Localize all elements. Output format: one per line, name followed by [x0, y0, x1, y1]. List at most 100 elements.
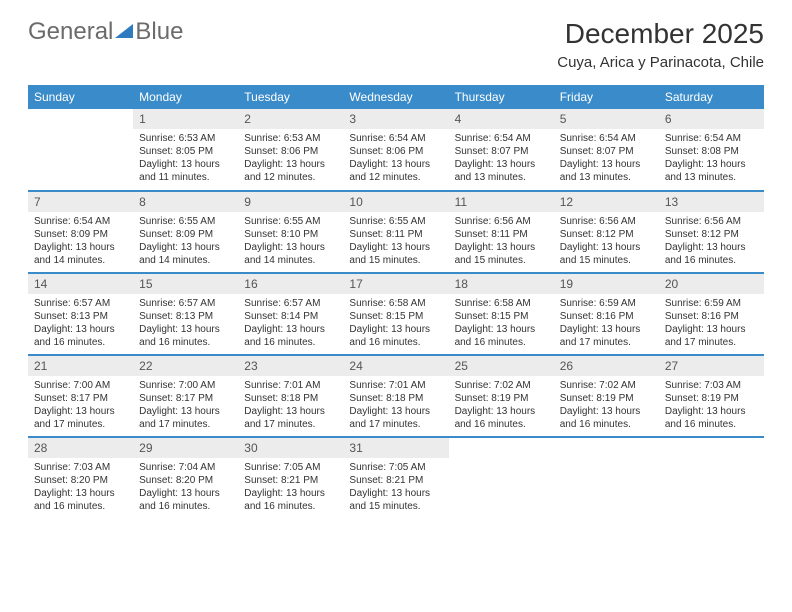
- sunset-text: Sunset: 8:18 PM: [244, 392, 337, 405]
- sunset-text: Sunset: 8:20 PM: [139, 474, 232, 487]
- day-number: 5: [554, 109, 659, 129]
- day-details: Sunrise: 6:53 AMSunset: 8:05 PMDaylight:…: [133, 129, 238, 188]
- day-details: Sunrise: 7:01 AMSunset: 8:18 PMDaylight:…: [238, 376, 343, 435]
- calendar-cell: 25Sunrise: 7:02 AMSunset: 8:19 PMDayligh…: [449, 355, 554, 437]
- sunset-text: Sunset: 8:11 PM: [349, 228, 442, 241]
- sunset-text: Sunset: 8:16 PM: [560, 310, 653, 323]
- sunset-text: Sunset: 8:20 PM: [34, 474, 127, 487]
- daylight-text: Daylight: 13 hours and 17 minutes.: [665, 323, 758, 349]
- sunrise-text: Sunrise: 6:53 AM: [139, 132, 232, 145]
- calendar-cell: 18Sunrise: 6:58 AMSunset: 8:15 PMDayligh…: [449, 273, 554, 355]
- daylight-text: Daylight: 13 hours and 17 minutes.: [139, 405, 232, 431]
- sunrise-text: Sunrise: 6:53 AM: [244, 132, 337, 145]
- calendar-cell: 4Sunrise: 6:54 AMSunset: 8:07 PMDaylight…: [449, 109, 554, 191]
- day-details: Sunrise: 6:57 AMSunset: 8:14 PMDaylight:…: [238, 294, 343, 353]
- sunset-text: Sunset: 8:21 PM: [349, 474, 442, 487]
- day-number: 13: [659, 192, 764, 212]
- daylight-text: Daylight: 13 hours and 13 minutes.: [560, 158, 653, 184]
- sunrise-text: Sunrise: 6:55 AM: [349, 215, 442, 228]
- header: General Blue December 2025 Cuya, Arica y…: [28, 18, 764, 71]
- calendar-cell: 13Sunrise: 6:56 AMSunset: 8:12 PMDayligh…: [659, 191, 764, 273]
- sunrise-text: Sunrise: 6:58 AM: [455, 297, 548, 310]
- daylight-text: Daylight: 13 hours and 12 minutes.: [349, 158, 442, 184]
- day-number: 9: [238, 192, 343, 212]
- sunset-text: Sunset: 8:14 PM: [244, 310, 337, 323]
- location-subtitle: Cuya, Arica y Parinacota, Chile: [557, 54, 764, 71]
- day-details: Sunrise: 6:57 AMSunset: 8:13 PMDaylight:…: [28, 294, 133, 353]
- calendar-row: 21Sunrise: 7:00 AMSunset: 8:17 PMDayligh…: [28, 355, 764, 437]
- calendar-cell: 28Sunrise: 7:03 AMSunset: 8:20 PMDayligh…: [28, 437, 133, 519]
- day-details: Sunrise: 6:54 AMSunset: 8:06 PMDaylight:…: [343, 129, 448, 188]
- day-number: 6: [659, 109, 764, 129]
- sunset-text: Sunset: 8:19 PM: [665, 392, 758, 405]
- day-number: 26: [554, 356, 659, 376]
- daylight-text: Daylight: 13 hours and 16 minutes.: [139, 487, 232, 513]
- sunset-text: Sunset: 8:18 PM: [349, 392, 442, 405]
- weekday-header: Friday: [554, 85, 659, 109]
- sunset-text: Sunset: 8:07 PM: [455, 145, 548, 158]
- calendar-cell: [554, 437, 659, 519]
- sunset-text: Sunset: 8:06 PM: [244, 145, 337, 158]
- day-details: Sunrise: 7:02 AMSunset: 8:19 PMDaylight:…: [554, 376, 659, 435]
- sunset-text: Sunset: 8:13 PM: [139, 310, 232, 323]
- page: General Blue December 2025 Cuya, Arica y…: [0, 0, 792, 537]
- sunrise-text: Sunrise: 6:56 AM: [560, 215, 653, 228]
- daylight-text: Daylight: 13 hours and 13 minutes.: [455, 158, 548, 184]
- calendar-row: 1Sunrise: 6:53 AMSunset: 8:05 PMDaylight…: [28, 109, 764, 191]
- day-details: Sunrise: 6:54 AMSunset: 8:07 PMDaylight:…: [554, 129, 659, 188]
- sunset-text: Sunset: 8:13 PM: [34, 310, 127, 323]
- calendar-cell: 14Sunrise: 6:57 AMSunset: 8:13 PMDayligh…: [28, 273, 133, 355]
- day-details: Sunrise: 6:55 AMSunset: 8:10 PMDaylight:…: [238, 212, 343, 271]
- daylight-text: Daylight: 13 hours and 16 minutes.: [455, 405, 548, 431]
- calendar-cell: 19Sunrise: 6:59 AMSunset: 8:16 PMDayligh…: [554, 273, 659, 355]
- day-details: Sunrise: 6:54 AMSunset: 8:08 PMDaylight:…: [659, 129, 764, 188]
- day-number: 14: [28, 274, 133, 294]
- day-details: Sunrise: 6:55 AMSunset: 8:11 PMDaylight:…: [343, 212, 448, 271]
- sunset-text: Sunset: 8:15 PM: [349, 310, 442, 323]
- daylight-text: Daylight: 13 hours and 16 minutes.: [455, 323, 548, 349]
- daylight-text: Daylight: 13 hours and 17 minutes.: [34, 405, 127, 431]
- sunrise-text: Sunrise: 6:54 AM: [560, 132, 653, 145]
- daylight-text: Daylight: 13 hours and 15 minutes.: [455, 241, 548, 267]
- day-details: Sunrise: 7:00 AMSunset: 8:17 PMDaylight:…: [28, 376, 133, 435]
- sunrise-text: Sunrise: 6:59 AM: [665, 297, 758, 310]
- day-number: 21: [28, 356, 133, 376]
- daylight-text: Daylight: 13 hours and 16 minutes.: [139, 323, 232, 349]
- sunrise-text: Sunrise: 6:58 AM: [349, 297, 442, 310]
- calendar-cell: 16Sunrise: 6:57 AMSunset: 8:14 PMDayligh…: [238, 273, 343, 355]
- calendar-cell: 9Sunrise: 6:55 AMSunset: 8:10 PMDaylight…: [238, 191, 343, 273]
- day-details: Sunrise: 7:04 AMSunset: 8:20 PMDaylight:…: [133, 458, 238, 517]
- sunset-text: Sunset: 8:10 PM: [244, 228, 337, 241]
- calendar-cell: 17Sunrise: 6:58 AMSunset: 8:15 PMDayligh…: [343, 273, 448, 355]
- sunset-text: Sunset: 8:19 PM: [560, 392, 653, 405]
- weekday-header: Wednesday: [343, 85, 448, 109]
- day-number: 22: [133, 356, 238, 376]
- title-block: December 2025 Cuya, Arica y Parinacota, …: [557, 18, 764, 71]
- day-details: Sunrise: 6:58 AMSunset: 8:15 PMDaylight:…: [449, 294, 554, 353]
- sunset-text: Sunset: 8:06 PM: [349, 145, 442, 158]
- sunrise-text: Sunrise: 7:00 AM: [139, 379, 232, 392]
- sunrise-text: Sunrise: 7:02 AM: [455, 379, 548, 392]
- day-details: Sunrise: 7:02 AMSunset: 8:19 PMDaylight:…: [449, 376, 554, 435]
- day-details: Sunrise: 6:56 AMSunset: 8:11 PMDaylight:…: [449, 212, 554, 271]
- calendar-cell: [28, 109, 133, 191]
- day-details: Sunrise: 6:57 AMSunset: 8:13 PMDaylight:…: [133, 294, 238, 353]
- logo: General Blue: [28, 18, 183, 46]
- weekday-header: Saturday: [659, 85, 764, 109]
- sunrise-text: Sunrise: 7:05 AM: [244, 461, 337, 474]
- calendar-row: 28Sunrise: 7:03 AMSunset: 8:20 PMDayligh…: [28, 437, 764, 519]
- daylight-text: Daylight: 13 hours and 16 minutes.: [34, 487, 127, 513]
- daylight-text: Daylight: 13 hours and 16 minutes.: [244, 323, 337, 349]
- daylight-text: Daylight: 13 hours and 15 minutes.: [560, 241, 653, 267]
- calendar-cell: 30Sunrise: 7:05 AMSunset: 8:21 PMDayligh…: [238, 437, 343, 519]
- daylight-text: Daylight: 13 hours and 17 minutes.: [349, 405, 442, 431]
- sunrise-text: Sunrise: 6:54 AM: [34, 215, 127, 228]
- calendar-cell: 12Sunrise: 6:56 AMSunset: 8:12 PMDayligh…: [554, 191, 659, 273]
- sunrise-text: Sunrise: 7:03 AM: [665, 379, 758, 392]
- sunset-text: Sunset: 8:09 PM: [34, 228, 127, 241]
- daylight-text: Daylight: 13 hours and 14 minutes.: [34, 241, 127, 267]
- day-details: Sunrise: 6:55 AMSunset: 8:09 PMDaylight:…: [133, 212, 238, 271]
- day-number: 25: [449, 356, 554, 376]
- sunset-text: Sunset: 8:05 PM: [139, 145, 232, 158]
- calendar-cell: [659, 437, 764, 519]
